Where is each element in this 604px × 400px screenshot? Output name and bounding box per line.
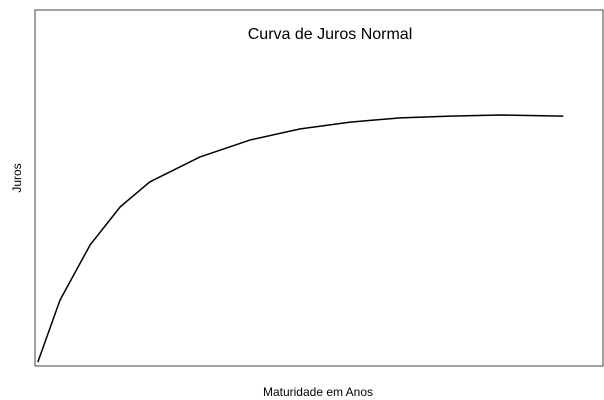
y-axis-label: Juros <box>10 163 24 192</box>
plot-frame <box>34 9 604 367</box>
chart-title: Curva de Juros Normal <box>248 26 413 43</box>
line <box>37 114 564 363</box>
x-axis-label: Maturidade em Anos <box>263 385 373 399</box>
